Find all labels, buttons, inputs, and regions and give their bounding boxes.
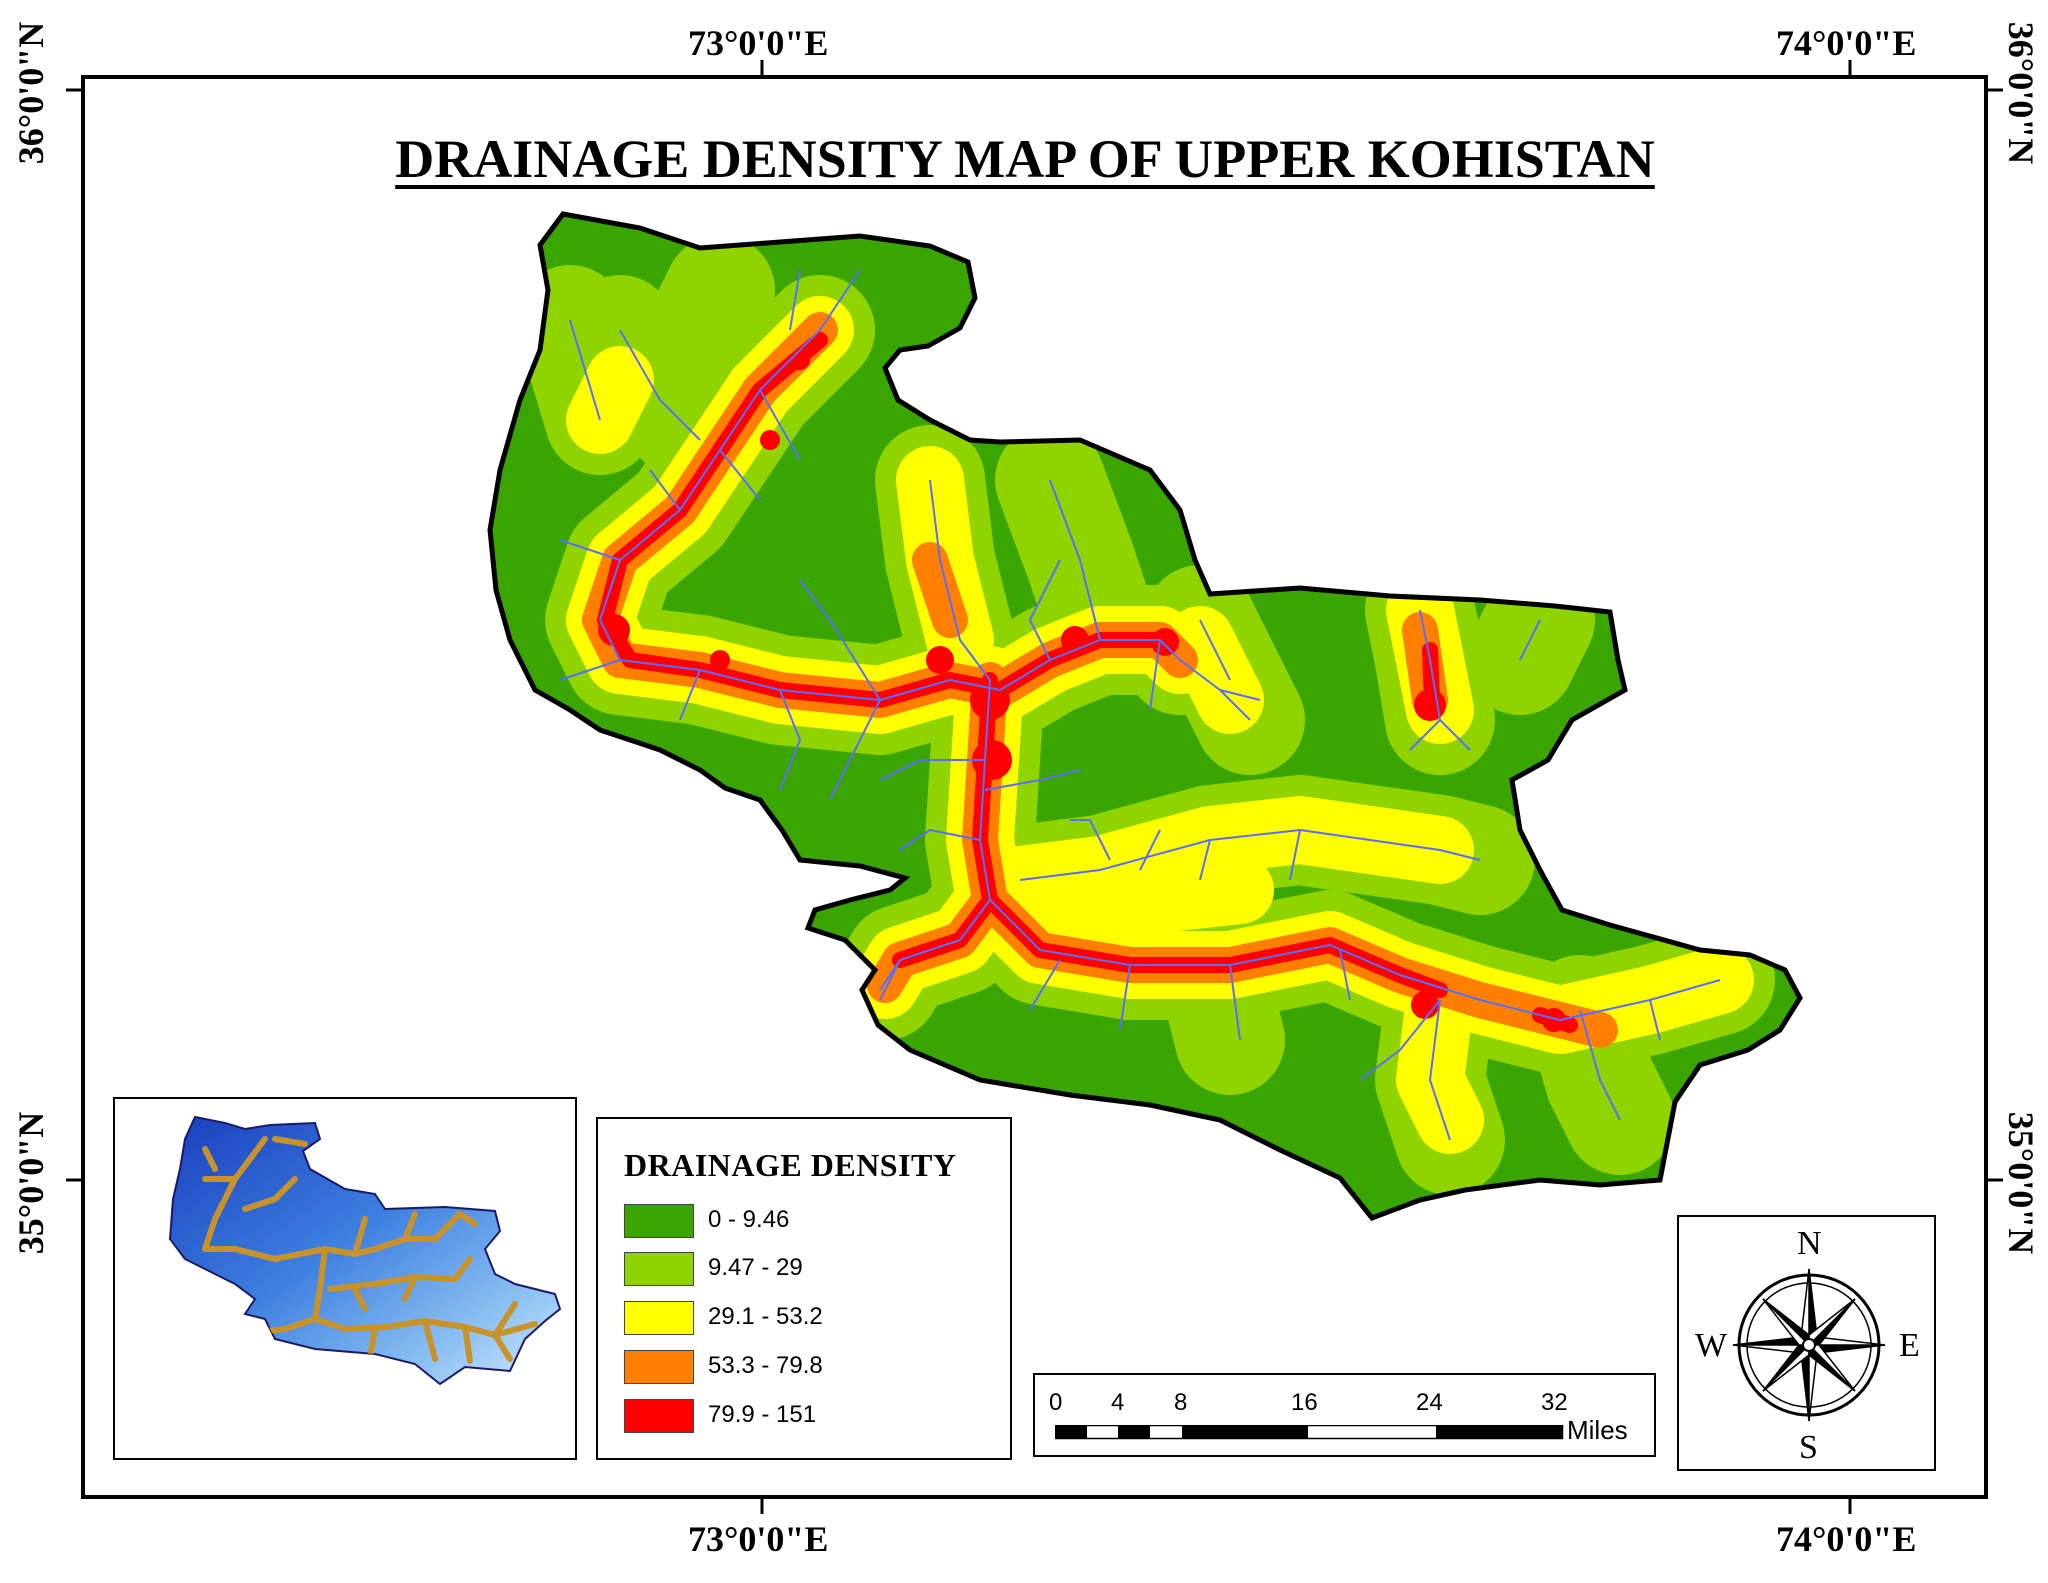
legend-swatch	[624, 1252, 694, 1286]
legend-label: 9.47 - 29	[708, 1254, 803, 1281]
scale-tick-label: 4	[1111, 1389, 1125, 1416]
legend-swatch	[624, 1350, 694, 1384]
legend-title: DRAINAGE DENSITY	[624, 1147, 957, 1183]
legend-label: 0 - 9.46	[708, 1206, 790, 1233]
legend-label: 29.1 - 53.2	[708, 1303, 823, 1330]
map-title: DRAINAGE DENSITY MAP OF UPPER KOHISTAN	[395, 129, 1655, 189]
lat-label-right-36: 36°0'0"N	[2001, 21, 2042, 165]
scale-tick-label: 8	[1174, 1389, 1188, 1416]
drainage-density-raster	[490, 214, 1800, 1218]
legend-swatch	[624, 1204, 694, 1238]
lat-label-right-35: 35°0'0"N	[2001, 1111, 2042, 1255]
scale-unit: Miles	[1567, 1415, 1628, 1445]
dem-stream-network-icon	[169, 1116, 561, 1385]
scale-tick-label: 0	[1049, 1389, 1063, 1416]
lon-label-top-74: 74°0'0"E	[1776, 23, 1917, 63]
compass-w: W	[1695, 1327, 1728, 1364]
compass-e: E	[1899, 1327, 1920, 1364]
scale-bar-graphic	[1055, 1425, 1564, 1440]
lon-label-bottom-73: 73°0'0"E	[688, 1519, 829, 1559]
map-neatline	[81, 75, 1988, 1499]
legend-panel: DRAINAGE DENSITY 0 - 9.46 9.47 - 29 29.1…	[596, 1117, 1012, 1460]
legend-label: 79.9 - 151	[708, 1401, 817, 1428]
stream-network	[559, 269, 1721, 1141]
lat-label-left-36: 36°0'0"N	[11, 21, 52, 165]
legend-label: 53.3 - 79.8	[708, 1352, 823, 1379]
legend-swatch	[624, 1301, 694, 1335]
scale-tick-label: 32	[1541, 1389, 1568, 1416]
compass-n: N	[1797, 1225, 1822, 1262]
lon-label-bottom-74: 74°0'0"E	[1776, 1519, 1917, 1559]
scale-tick-label: 16	[1291, 1389, 1318, 1416]
compass-s: S	[1799, 1429, 1818, 1466]
lon-label-top-73: 73°0'0"E	[688, 23, 829, 63]
compass-rose-icon	[1732, 1268, 1886, 1422]
inset-map	[113, 1097, 577, 1460]
scale-bar: 0 4 8 16 24 32 Miles	[1033, 1373, 1656, 1457]
lat-label-left-35: 35°0'0"N	[11, 1111, 52, 1255]
graticule-ticks	[66, 60, 2003, 1514]
legend-swatch	[624, 1399, 694, 1433]
north-arrow-panel: N S W E	[1677, 1215, 1936, 1471]
scale-tick-label: 24	[1416, 1389, 1443, 1416]
